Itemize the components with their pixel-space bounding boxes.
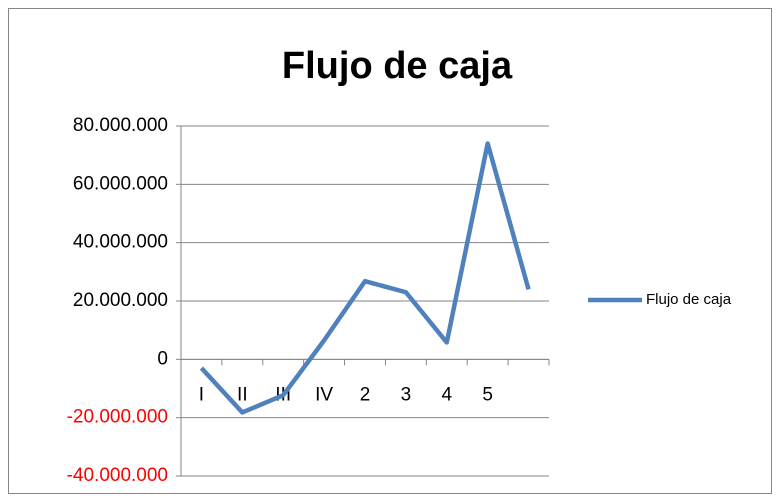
chart-title: Flujo de caja bbox=[282, 45, 513, 87]
y-tick-label: -20.000.000 bbox=[67, 407, 168, 428]
y-tick-label: 40.000.000 bbox=[73, 232, 168, 253]
y-tick-label: 0 bbox=[157, 348, 168, 369]
x-tick-label: I bbox=[199, 384, 204, 405]
x-tick-label: 4 bbox=[441, 384, 452, 405]
y-tick-label: -40.000.000 bbox=[67, 465, 168, 486]
y-tick-label: 60.000.000 bbox=[73, 173, 168, 194]
x-tick-label: 3 bbox=[401, 384, 412, 405]
x-tick-label: IV bbox=[315, 384, 333, 405]
chart-frame bbox=[8, 8, 772, 494]
series-line bbox=[199, 141, 531, 415]
y-tick-label: 80.000.000 bbox=[73, 115, 168, 136]
x-tick-label: 2 bbox=[360, 384, 371, 405]
x-tick-label: 5 bbox=[482, 384, 493, 405]
legend-label: Flujo de caja bbox=[646, 291, 732, 308]
x-tick-label: II bbox=[237, 384, 248, 405]
y-tick-label: 20.000.000 bbox=[73, 290, 168, 311]
